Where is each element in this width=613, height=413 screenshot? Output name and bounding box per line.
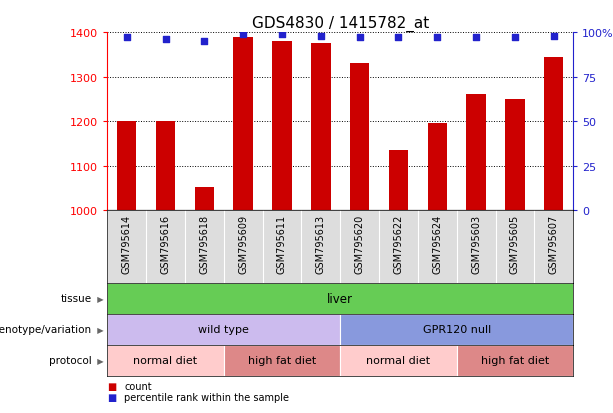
Bar — [457, 345, 573, 376]
Text: percentile rank within the sample: percentile rank within the sample — [124, 392, 289, 403]
Text: ▶: ▶ — [92, 356, 104, 365]
Text: GSM795616: GSM795616 — [161, 214, 170, 273]
Point — [238, 31, 248, 38]
Text: count: count — [124, 381, 152, 391]
Text: GSM795609: GSM795609 — [238, 214, 248, 273]
Text: genotype/variation: genotype/variation — [0, 324, 92, 335]
Text: ■: ■ — [107, 381, 116, 391]
Text: ▶: ▶ — [92, 294, 104, 303]
Bar — [311, 44, 330, 211]
Point — [122, 35, 132, 42]
Text: GPR120 null: GPR120 null — [422, 324, 491, 335]
Point — [161, 37, 170, 43]
Bar — [234, 38, 253, 211]
Bar — [107, 345, 224, 376]
Text: GSM795605: GSM795605 — [510, 214, 520, 273]
Point — [394, 35, 403, 42]
Bar — [272, 42, 292, 211]
Point — [355, 35, 365, 42]
Bar — [156, 122, 175, 211]
Bar — [544, 57, 563, 211]
Bar — [340, 314, 573, 345]
Text: normal diet: normal diet — [367, 355, 430, 366]
Point — [549, 33, 558, 40]
Text: normal diet: normal diet — [134, 355, 197, 366]
Bar — [107, 314, 340, 345]
Bar — [389, 151, 408, 211]
Bar — [224, 345, 340, 376]
Text: GSM795618: GSM795618 — [199, 214, 209, 273]
Text: GSM795603: GSM795603 — [471, 214, 481, 273]
Point — [432, 35, 442, 42]
Text: ▶: ▶ — [92, 325, 104, 334]
Text: tissue: tissue — [61, 293, 92, 304]
Bar — [117, 122, 136, 211]
Point — [316, 33, 326, 40]
Point — [510, 35, 520, 42]
Text: GSM795624: GSM795624 — [432, 214, 442, 273]
Bar — [350, 64, 370, 211]
Text: GSM795622: GSM795622 — [394, 214, 403, 273]
Bar — [505, 100, 525, 211]
Bar — [466, 95, 486, 211]
Text: GSM795607: GSM795607 — [549, 214, 558, 273]
Text: GSM795611: GSM795611 — [277, 214, 287, 273]
Bar — [428, 124, 447, 211]
Text: liver: liver — [327, 292, 353, 305]
Text: GSM795613: GSM795613 — [316, 214, 326, 273]
Point — [471, 35, 481, 42]
Text: high fat diet: high fat diet — [481, 355, 549, 366]
Bar — [195, 188, 214, 211]
Title: GDS4830 / 1415782_at: GDS4830 / 1415782_at — [251, 16, 429, 32]
Text: protocol: protocol — [49, 355, 92, 366]
Point — [199, 39, 209, 45]
Text: ■: ■ — [107, 392, 116, 403]
Text: high fat diet: high fat diet — [248, 355, 316, 366]
Text: wild type: wild type — [199, 324, 249, 335]
Bar — [340, 345, 457, 376]
Point — [277, 31, 287, 38]
Text: GSM795614: GSM795614 — [122, 214, 132, 273]
Text: GSM795620: GSM795620 — [355, 214, 365, 273]
